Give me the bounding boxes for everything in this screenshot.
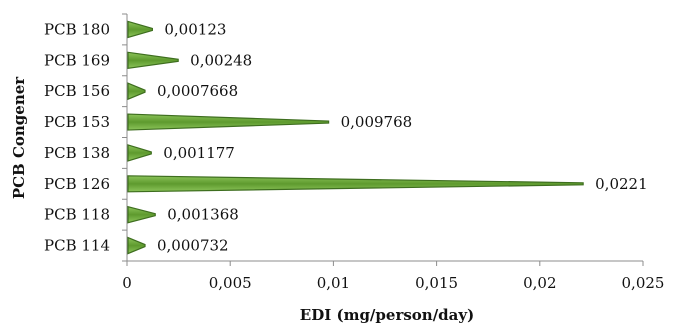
category-label: PCB 156	[44, 82, 110, 100]
category-label: PCB 169	[44, 51, 110, 69]
x-tick-label: 0,025	[622, 274, 665, 292]
data-label: 0,00248	[190, 51, 252, 69]
x-axis-title: EDI (mg/person/day)	[300, 306, 474, 324]
category-label: PCB 153	[44, 113, 110, 131]
data-label: 0,000732	[157, 237, 229, 255]
category-label: PCB 114	[44, 237, 110, 255]
data-label: 0,0221	[595, 175, 648, 193]
data-label: 0,0007668	[157, 82, 238, 100]
data-label: 0,00123	[164, 20, 226, 38]
x-tick-label: 0,015	[415, 274, 458, 292]
plot-area: 0 0,005 0,01 0,015 0,02 0,025 PCB 180 0,00123 PC…	[44, 13, 665, 292]
x-tick-label: 0	[122, 274, 132, 292]
bar	[127, 51, 179, 70]
category-label: PCB 180	[44, 20, 110, 38]
data-label: 0,001368	[167, 206, 239, 224]
bar	[127, 144, 152, 162]
bar	[127, 82, 146, 101]
y-axis-title: PCB Congener	[10, 76, 28, 199]
x-tick-label: 0,005	[209, 274, 252, 292]
category-label: PCB 118	[44, 206, 110, 224]
x-tick-label: 0,02	[523, 274, 556, 292]
bar	[127, 175, 584, 193]
bar	[127, 236, 146, 255]
data-label: 0,009768	[341, 113, 413, 131]
data-label: 0,001177	[163, 144, 235, 162]
category-label: PCB 138	[44, 144, 110, 162]
category-label: PCB 126	[44, 175, 110, 193]
x-tick-label: 0,01	[317, 274, 350, 292]
bar	[127, 205, 156, 224]
bar	[127, 20, 153, 39]
bar	[127, 113, 330, 131]
